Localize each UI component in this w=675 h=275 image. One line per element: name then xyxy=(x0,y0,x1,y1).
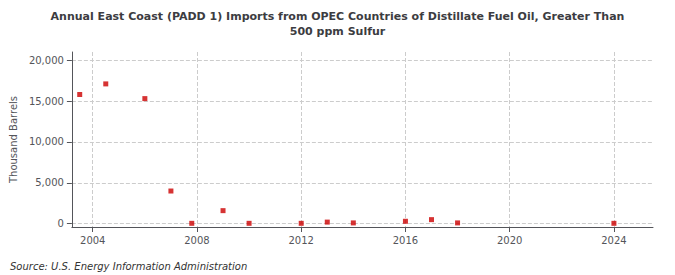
svg-text:Thousand Barrels: Thousand Barrels xyxy=(8,96,19,184)
svg-text:2004: 2004 xyxy=(80,235,105,246)
svg-text:20,000: 20,000 xyxy=(29,55,64,66)
svg-text:Annual East Coast (PADD 1) Imp: Annual East Coast (PADD 1) Imports from … xyxy=(51,10,625,23)
svg-text:2016: 2016 xyxy=(393,235,418,246)
svg-text:0: 0 xyxy=(58,218,64,229)
svg-text:2008: 2008 xyxy=(184,235,209,246)
svg-text:10,000: 10,000 xyxy=(29,136,64,147)
svg-text:2024: 2024 xyxy=(601,235,626,246)
svg-text:2012: 2012 xyxy=(288,235,313,246)
svg-text:Source: U.S. Energy Informatio: Source: U.S. Energy Information Administ… xyxy=(10,261,247,272)
svg-text:500 ppm Sulfur: 500 ppm Sulfur xyxy=(290,25,386,38)
svg-text:15,000: 15,000 xyxy=(29,96,64,107)
svg-text:5,000: 5,000 xyxy=(35,177,64,188)
svg-text:2020: 2020 xyxy=(497,235,522,246)
